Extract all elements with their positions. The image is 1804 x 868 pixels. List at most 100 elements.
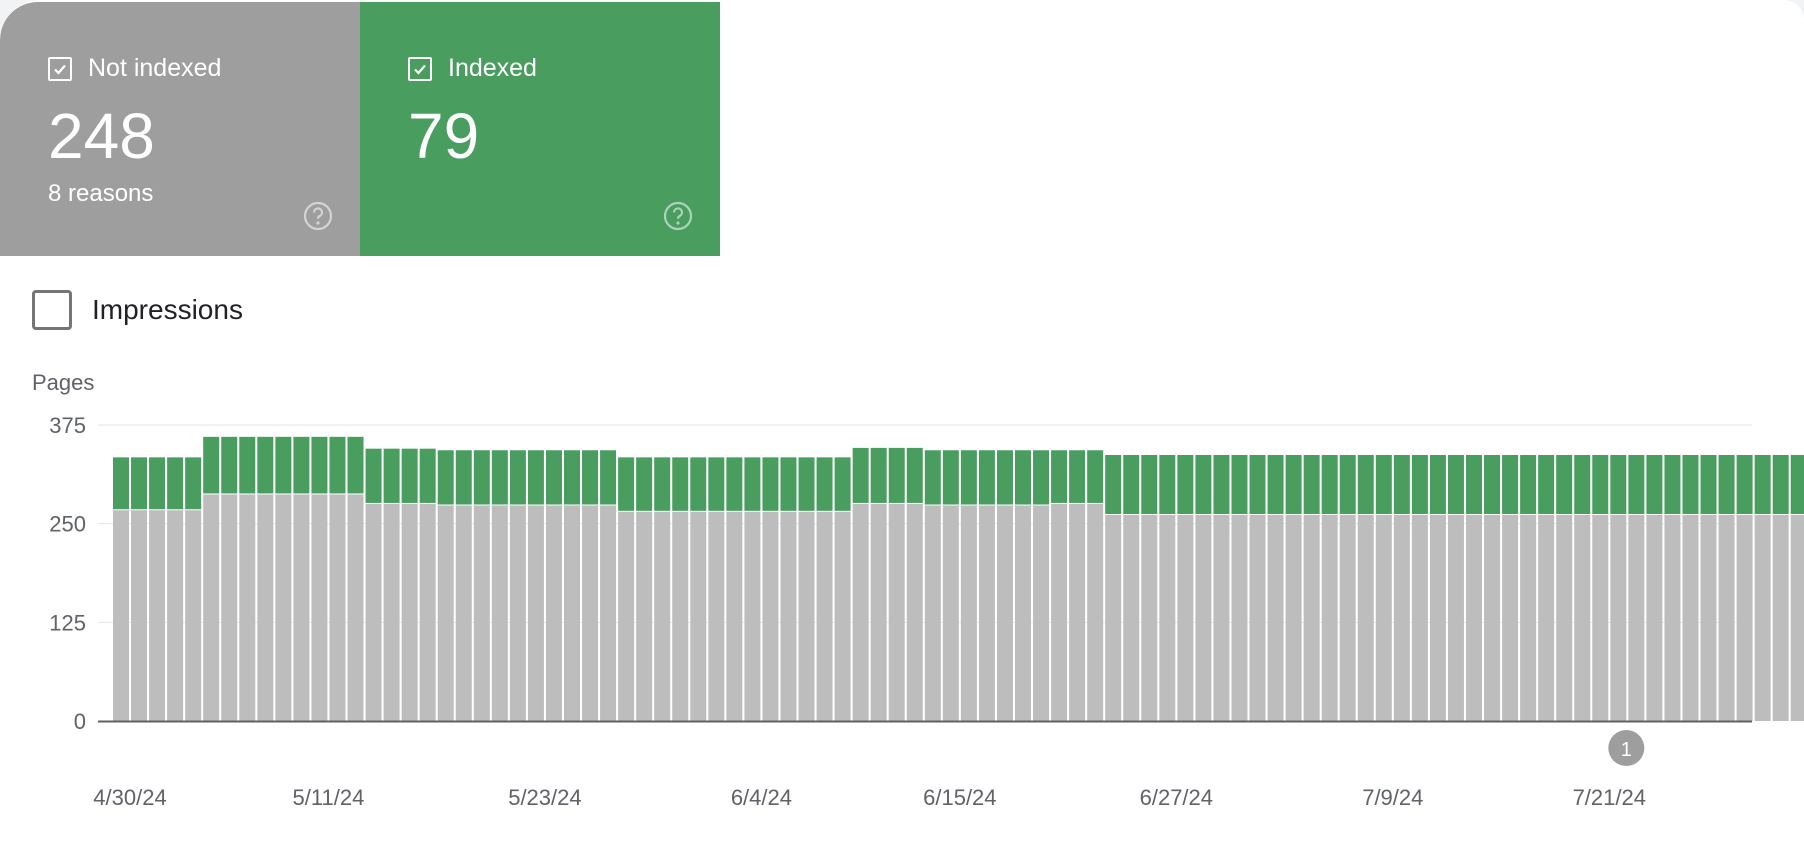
bar-not-indexed	[942, 505, 959, 721]
bar-not-indexed	[852, 503, 869, 721]
bar-indexed	[960, 450, 977, 505]
bar-not-indexed	[1087, 503, 1104, 721]
bar-indexed	[1357, 454, 1374, 514]
bar-indexed	[1195, 454, 1212, 514]
bar-indexed	[1087, 450, 1104, 503]
bar-indexed	[1051, 450, 1068, 503]
indexed-tile[interactable]: Indexed 79	[360, 2, 720, 256]
y-tick-label: 0	[74, 709, 86, 734]
bar-not-indexed	[1754, 514, 1771, 721]
bar-not-indexed	[798, 511, 815, 721]
bar-indexed	[527, 450, 544, 505]
not-indexed-tile[interactable]: Not indexed 248 8 reasons	[0, 2, 360, 256]
bar-not-indexed	[1321, 514, 1338, 721]
bar-indexed	[924, 450, 941, 505]
bar-not-indexed	[564, 505, 580, 721]
bar-not-indexed	[1357, 514, 1374, 721]
bar-not-indexed	[239, 494, 256, 721]
bar-indexed	[564, 450, 580, 505]
bar-indexed	[798, 457, 815, 511]
not-indexed-reasons: 8 reasons	[48, 180, 154, 207]
bar-not-indexed	[888, 503, 905, 721]
bar-not-indexed	[1628, 514, 1645, 721]
help-circle-icon[interactable]	[302, 200, 334, 232]
bar-indexed	[221, 436, 238, 494]
not-indexed-header: Not indexed	[48, 54, 221, 83]
help-circle-icon[interactable]	[662, 200, 694, 232]
bar-not-indexed	[1664, 514, 1681, 721]
bar-not-indexed	[1429, 514, 1446, 721]
bar-not-indexed	[1393, 514, 1410, 721]
bar-indexed	[455, 450, 472, 505]
bar-not-indexed	[1105, 514, 1122, 721]
bar-indexed	[1754, 454, 1771, 514]
y-tick-label: 375	[49, 413, 86, 438]
bar-indexed	[1015, 450, 1031, 505]
bar-not-indexed	[509, 505, 526, 721]
not-indexed-label: Not indexed	[88, 54, 222, 82]
impressions-label: Impressions	[92, 294, 243, 325]
bar-indexed	[239, 436, 256, 494]
bar-not-indexed	[780, 511, 797, 721]
bar-indexed	[347, 436, 364, 494]
bar-not-indexed	[419, 503, 436, 721]
bar-indexed	[1736, 454, 1753, 514]
x-tick-label: 6/15/24	[923, 785, 996, 810]
bar-indexed	[600, 450, 617, 505]
bar-not-indexed	[1159, 514, 1176, 721]
bar-indexed	[1069, 450, 1086, 503]
indexed-header: Indexed	[408, 54, 537, 83]
bar-not-indexed	[527, 505, 544, 721]
bar-not-indexed	[221, 494, 238, 721]
bar-not-indexed	[1700, 514, 1717, 721]
bar-not-indexed	[1195, 514, 1212, 721]
bar-indexed	[1285, 454, 1302, 514]
bar-not-indexed	[672, 511, 689, 721]
impressions-toggle[interactable]: Impressions	[32, 290, 243, 330]
bar-indexed	[1574, 454, 1591, 514]
bar-indexed	[329, 436, 346, 494]
bar-indexed	[275, 436, 292, 494]
bar-not-indexed	[1718, 514, 1735, 721]
bar-indexed	[1700, 454, 1717, 514]
bar-indexed	[816, 457, 833, 511]
bar-indexed	[1592, 454, 1609, 514]
indexed-count: 79	[408, 100, 480, 172]
bar-indexed	[834, 457, 851, 511]
bar-indexed	[1303, 454, 1320, 514]
bar-not-indexed	[924, 505, 941, 721]
bar-not-indexed	[1069, 503, 1086, 721]
bar-not-indexed	[1574, 514, 1591, 721]
bar-indexed	[437, 450, 454, 505]
bar-indexed	[906, 447, 923, 503]
bar-indexed	[870, 447, 887, 503]
bar-indexed	[113, 457, 129, 510]
bar-indexed	[1682, 454, 1699, 514]
bar-indexed	[672, 457, 689, 511]
bar-not-indexed	[582, 505, 599, 721]
bar-not-indexed	[708, 511, 725, 721]
bar-indexed	[1267, 454, 1284, 514]
checkbox-checked-icon[interactable]	[408, 56, 432, 81]
x-tick-label: 4/30/24	[93, 785, 166, 810]
bar-indexed	[708, 457, 725, 511]
bar-not-indexed	[401, 503, 418, 721]
bar-not-indexed	[131, 510, 148, 721]
bar-indexed	[185, 457, 202, 510]
bar-not-indexed	[906, 503, 923, 721]
bar-indexed	[1520, 454, 1537, 514]
y-axis-title: Pages	[32, 370, 94, 395]
bar-indexed	[491, 450, 508, 505]
bar-not-indexed	[293, 494, 310, 721]
bar-indexed	[1646, 454, 1663, 514]
bar-indexed	[1790, 454, 1804, 514]
bar-indexed	[996, 450, 1013, 505]
bar-indexed	[618, 457, 635, 511]
bar-not-indexed	[1484, 514, 1501, 721]
bar-not-indexed	[1267, 514, 1284, 721]
y-tick-label: 250	[49, 512, 86, 537]
checkbox-checked-icon[interactable]	[48, 56, 72, 81]
bar-indexed	[1538, 454, 1555, 514]
impressions-checkbox[interactable]	[32, 290, 72, 330]
